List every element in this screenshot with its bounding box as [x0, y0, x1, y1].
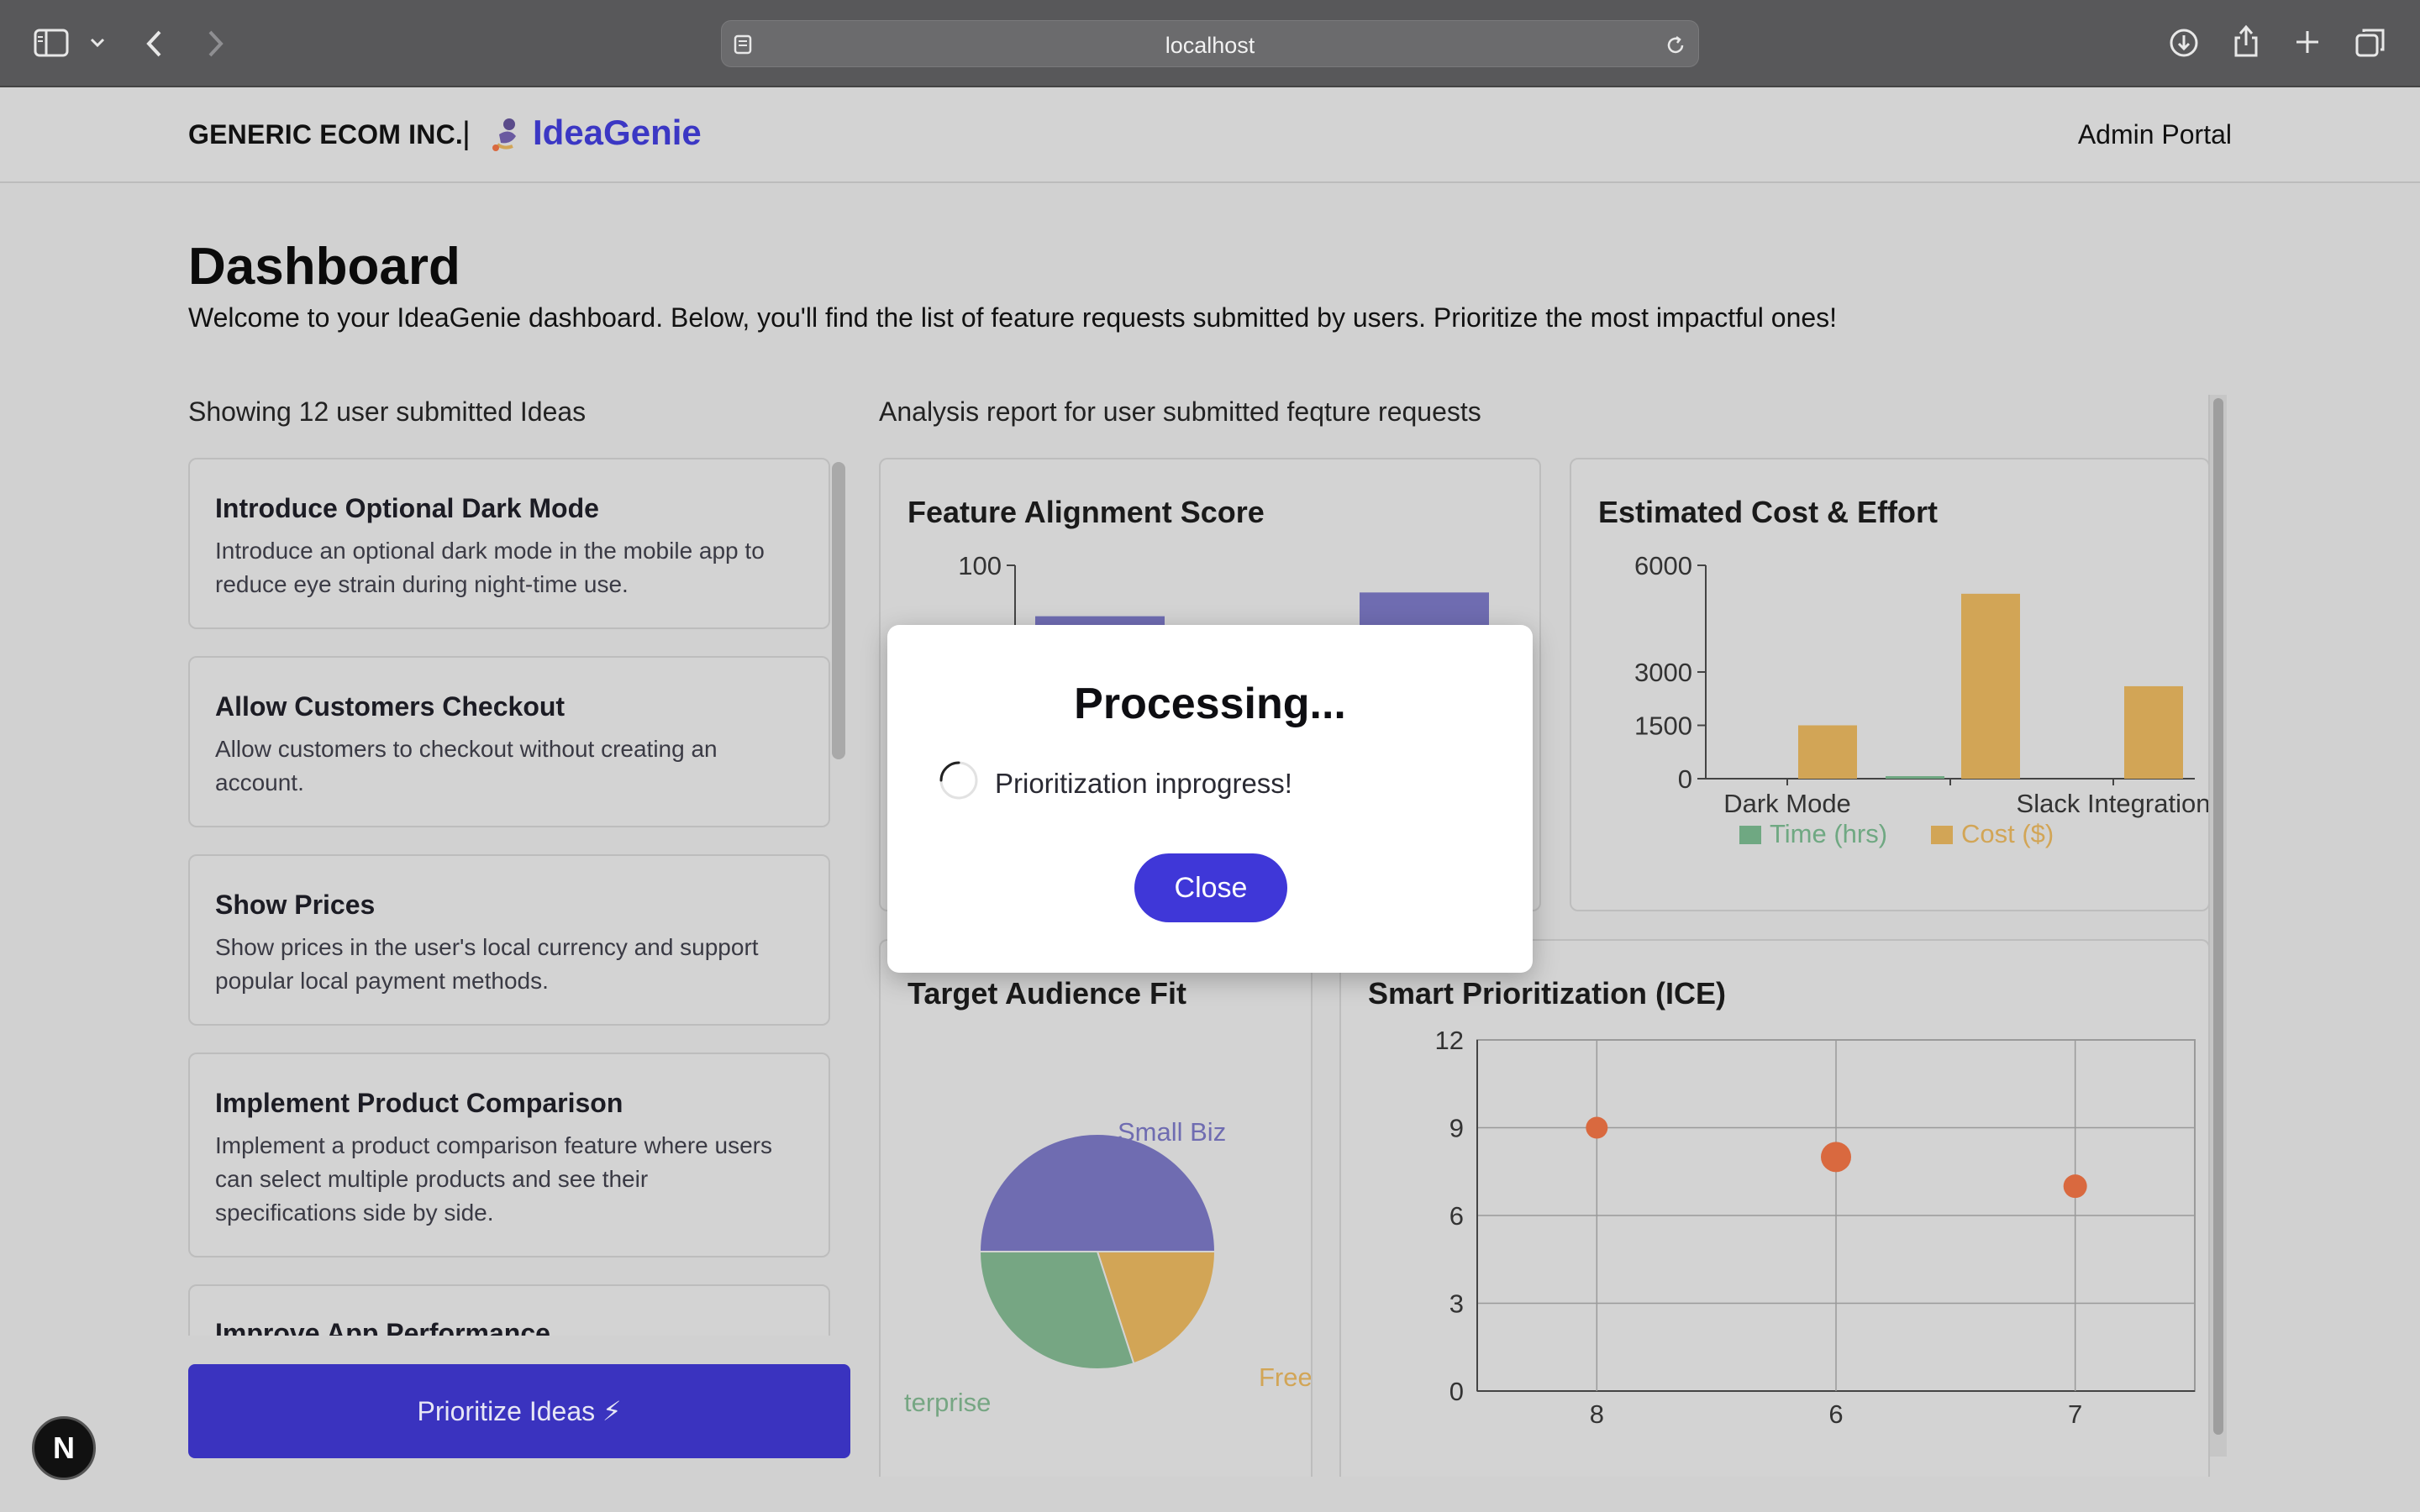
- share-icon[interactable]: [2232, 24, 2260, 59]
- brand-separator: |: [462, 116, 471, 151]
- analysis-scrollbar-thumb[interactable]: [2213, 398, 2223, 1435]
- cost-bar: [1886, 776, 1944, 779]
- y-tick-label: 0: [1678, 764, 1692, 794]
- cost-chart-card: Estimated Cost & Effort 6000 3000 1500 0 Dar…: [1570, 458, 2210, 911]
- pie-label: terprise: [904, 1388, 991, 1417]
- idea-title: Improve App Performance: [215, 1318, 550, 1336]
- ice-scatter-chart: 12 9 6 3 0 8 6 7: [1435, 1026, 2196, 1429]
- ideas-count-heading: Showing 12 user submitted Ideas: [188, 396, 587, 427]
- download-icon[interactable]: [2168, 27, 2200, 59]
- analysis-heading: Analysis report for user submitted feqtu…: [879, 396, 1481, 427]
- y-tick-label: 3: [1449, 1289, 1464, 1319]
- idea-card[interactable]: Allow Customers Checkout Allow customers…: [188, 656, 830, 827]
- ideas-list[interactable]: Introduce Optional Dark Mode Introduce a…: [188, 458, 830, 1336]
- alignment-chart-title: Feature Alignment Score: [908, 495, 1265, 529]
- modal-title: Processing...: [1074, 680, 1346, 728]
- idea-card[interactable]: Implement Product Comparison Implement a…: [188, 1053, 830, 1257]
- back-arrow-icon[interactable]: [145, 29, 165, 59]
- prioritize-ideas-button[interactable]: Prioritize Ideas ⚡: [188, 1364, 850, 1458]
- idea-title: Introduce Optional Dark Mode: [215, 493, 599, 523]
- page-settings-icon[interactable]: [734, 34, 754, 55]
- ice-chart-card: Smart Prioritization (ICE) 12 9 6 3 0 8 6 7: [1339, 939, 2210, 1477]
- pie-slice: [978, 1251, 1135, 1370]
- app-header: GENERIC ECOM INC. | IdeaGenie Admin Port…: [0, 87, 2420, 183]
- cost-chart-title: Estimated Cost & Effort: [1598, 495, 1939, 529]
- app-logo-text[interactable]: IdeaGenie: [533, 113, 702, 152]
- audience-pie-chart: Small Biz Freela terprise: [904, 1117, 1311, 1417]
- audience-chart-card: Target Audience Fit Small Biz Freela terpr…: [879, 939, 1313, 1477]
- y-tick-label: 12: [1435, 1026, 1464, 1055]
- audience-chart-title: Target Audience Fit: [908, 976, 1187, 1011]
- y-tick-label: 0: [1449, 1377, 1464, 1406]
- cost-bar: [2124, 685, 2183, 779]
- spinner-icon: [939, 761, 978, 800]
- sidebar-toggle-icon[interactable]: [34, 29, 69, 57]
- processing-modal: Processing... Prioritization inprogress!…: [887, 625, 1533, 973]
- forward-arrow-icon[interactable]: [205, 29, 225, 59]
- new-tab-icon[interactable]: [2294, 29, 2321, 55]
- chevron-down-icon[interactable]: [89, 37, 106, 49]
- x-tick-label: 6: [1828, 1399, 1843, 1429]
- idea-card[interactable]: Improve App Performance: [188, 1284, 830, 1336]
- legend-swatch: [1739, 826, 1761, 844]
- x-tick-label: Dark Mode: [1723, 789, 1851, 818]
- y-tick-label: 3000: [1634, 658, 1692, 687]
- ice-chart-title: Smart Prioritization (ICE): [1368, 976, 1727, 1011]
- cost-bar: [1961, 593, 2020, 779]
- nextjs-badge[interactable]: N: [32, 1416, 96, 1480]
- pie-label: Freela: [1259, 1362, 1311, 1392]
- y-tick-label: 1500: [1634, 711, 1692, 741]
- idea-description: Allow customers to checkout without crea…: [215, 736, 718, 795]
- company-name: GENERIC ECOM INC.: [188, 119, 463, 150]
- pie-slice: [1096, 1251, 1217, 1365]
- y-tick-label: 9: [1449, 1114, 1464, 1143]
- idea-description: Introduce an optional dark mode in the m…: [215, 538, 765, 597]
- x-tick-label: 7: [2068, 1399, 2082, 1429]
- idea-title: Show Prices: [215, 890, 376, 920]
- genie-logo-icon: [492, 118, 516, 151]
- browser-toolbar: localhost: [0, 0, 2420, 87]
- legend-label: Cost ($): [1961, 819, 2054, 848]
- cost-chart: 6000 3000 1500 0 Dark Mode Slack Integration T…: [1634, 552, 2211, 848]
- reload-icon[interactable]: [1665, 34, 1686, 56]
- address-bar[interactable]: localhost: [721, 20, 1699, 67]
- idea-title: Allow Customers Checkout: [215, 691, 566, 722]
- admin-portal-label[interactable]: Admin Portal: [2077, 119, 2232, 150]
- scatter-point: [1821, 1142, 1851, 1173]
- legend-swatch: [1931, 826, 1953, 844]
- idea-title: Implement Product Comparison: [215, 1088, 623, 1118]
- idea-card[interactable]: Show Prices Show prices in the user's lo…: [188, 854, 830, 1026]
- y-tick-label: 100: [958, 552, 1002, 580]
- page-title: Dashboard: [188, 238, 460, 296]
- idea-description: Implement a product comparison feature w…: [215, 1132, 772, 1226]
- pie-label: Small Biz: [1118, 1117, 1226, 1147]
- y-tick-label: 6000: [1634, 552, 1692, 580]
- ideas-scrollbar[interactable]: [832, 462, 845, 759]
- legend-label: Time (hrs): [1770, 819, 1887, 848]
- y-tick-label: 6: [1449, 1201, 1464, 1231]
- pie-slice: [978, 1133, 1217, 1252]
- tab-overview-icon[interactable]: [2354, 27, 2386, 59]
- x-tick-label: 8: [1590, 1399, 1604, 1429]
- page-description: Welcome to your IdeaGenie dashboard. Bel…: [188, 302, 1838, 333]
- scatter-point: [1586, 1116, 1608, 1139]
- x-tick-label: Slack Integration: [2017, 789, 2211, 818]
- idea-card[interactable]: Introduce Optional Dark Mode Introduce a…: [188, 458, 830, 629]
- close-button[interactable]: Close: [1134, 853, 1287, 922]
- idea-description: Show prices in the user's local currency…: [215, 934, 759, 994]
- cost-bar: [1798, 725, 1857, 779]
- url-text: localhost: [1165, 33, 1255, 58]
- scatter-point: [2063, 1174, 2087, 1199]
- modal-message: Prioritization inprogress!: [995, 768, 1292, 799]
